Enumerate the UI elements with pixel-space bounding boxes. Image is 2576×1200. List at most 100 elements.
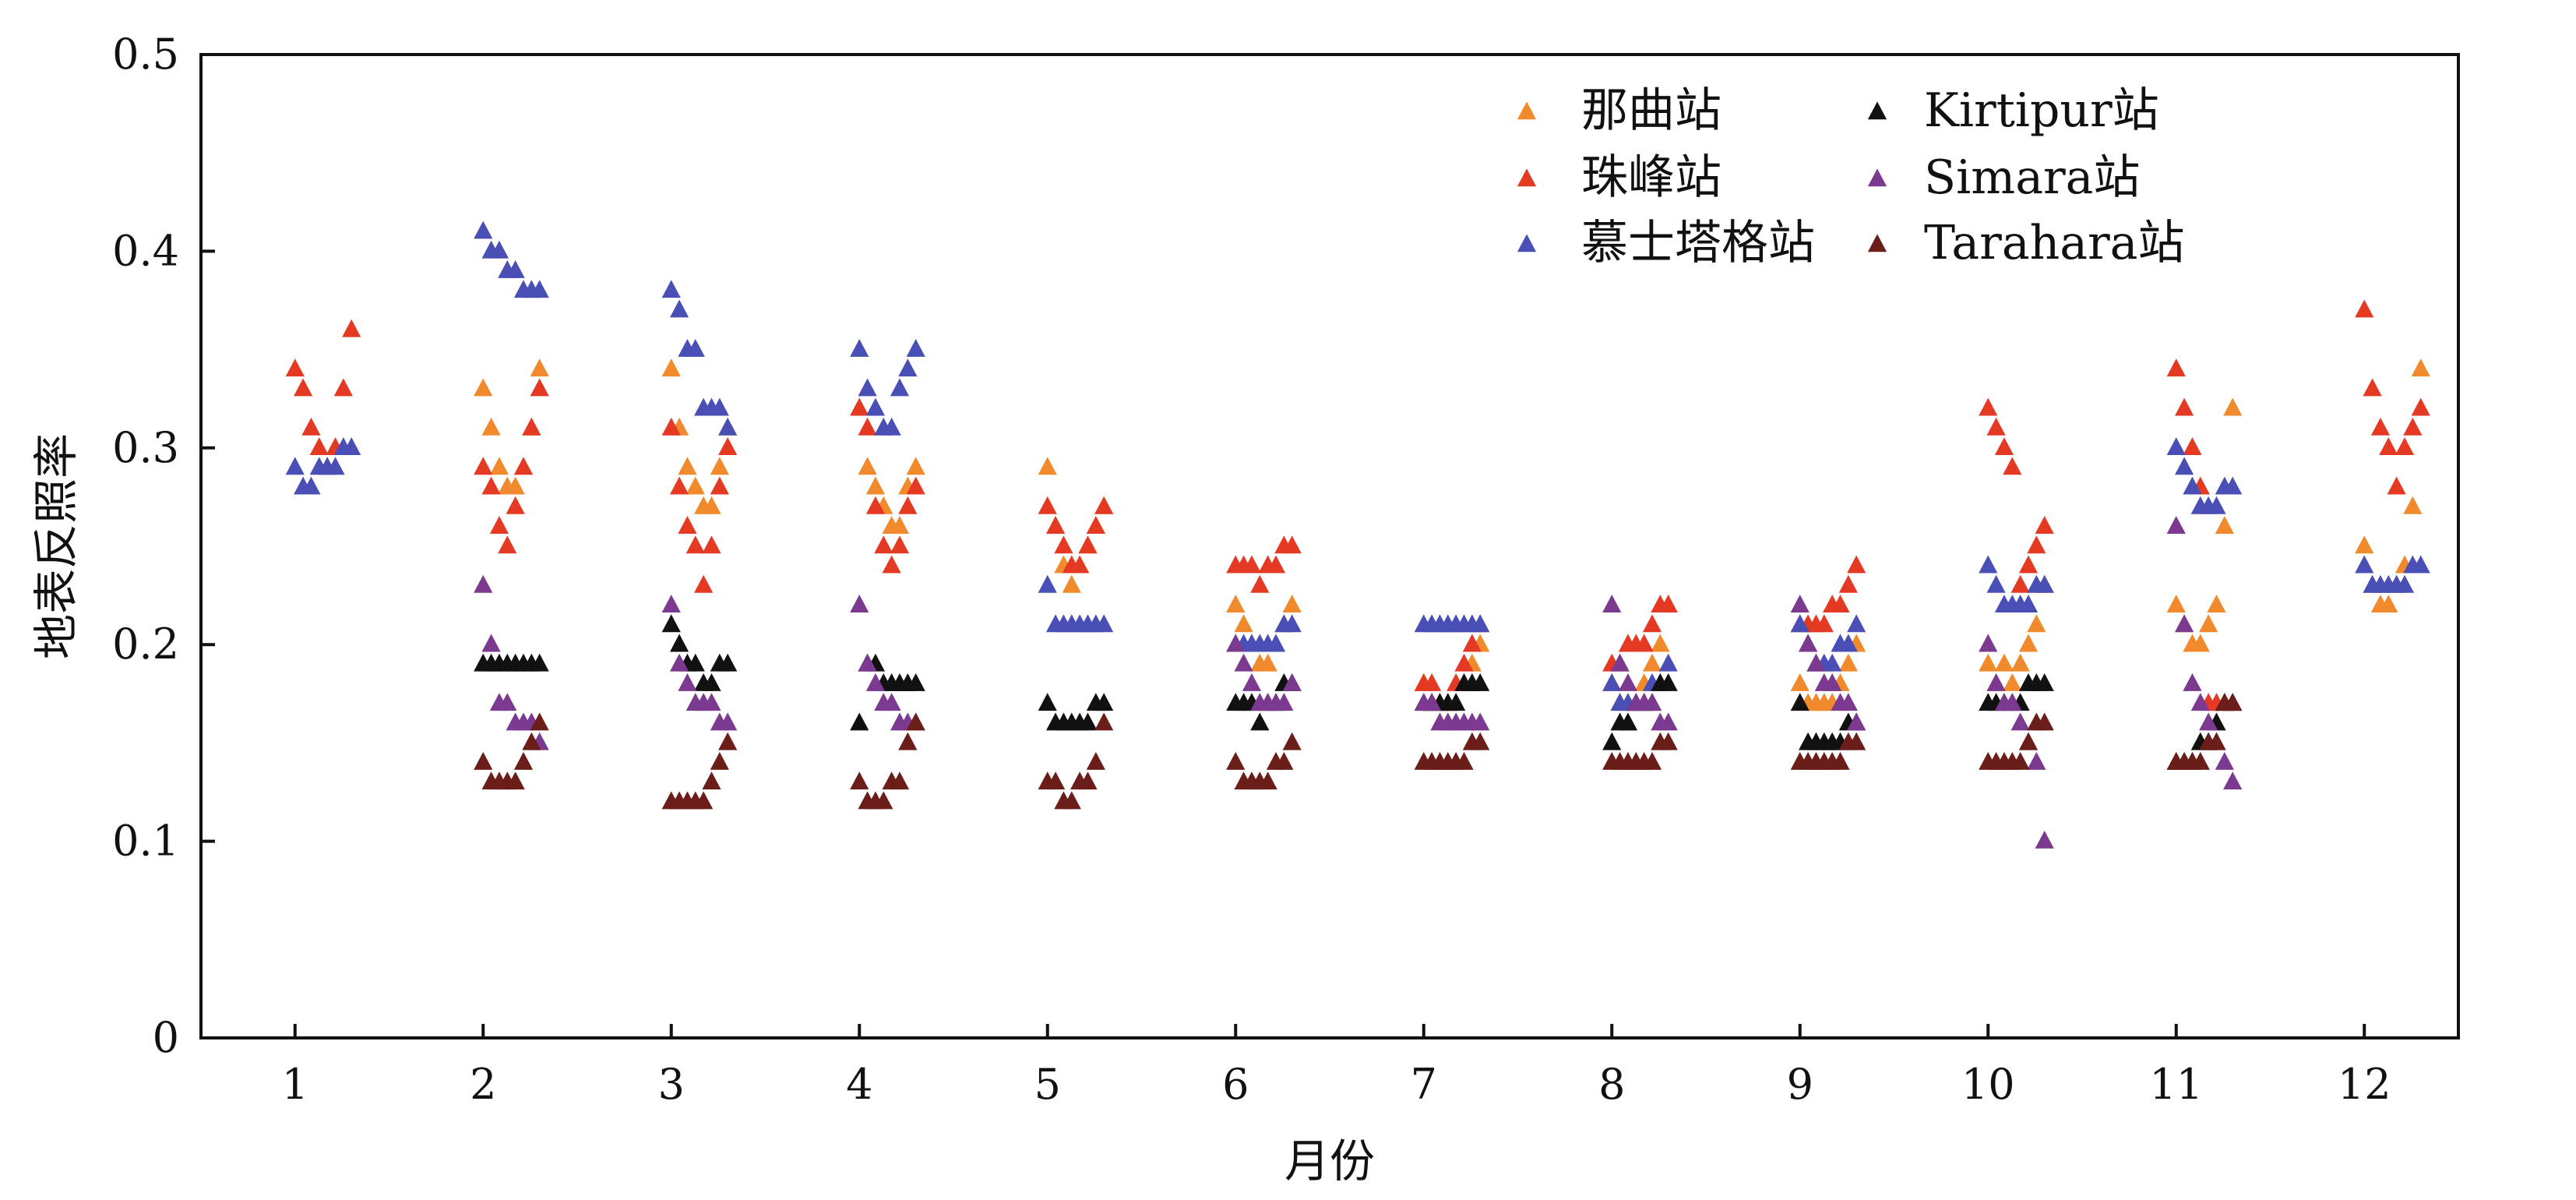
data-point — [1658, 732, 1678, 750]
data-point — [294, 378, 313, 397]
data-point — [2027, 752, 2046, 770]
y-tick-label: 0.3 — [112, 423, 179, 472]
data-point — [890, 378, 910, 397]
y-tick-label: 0.2 — [112, 619, 179, 669]
series-1 — [474, 358, 2430, 731]
x-axis: 1 2 3 4 5 6 7 8 9 10 11 12 — [282, 1024, 2391, 1109]
x-tick-label: 7 — [1411, 1060, 1437, 1109]
data-point — [898, 732, 918, 750]
data-point — [670, 299, 689, 318]
data-point — [530, 712, 549, 731]
data-point — [530, 358, 549, 377]
data-point — [2355, 555, 2374, 574]
data-point — [1986, 417, 2006, 436]
data-point — [506, 496, 525, 514]
data-point — [2379, 595, 2398, 612]
data-point — [1642, 614, 1662, 633]
data-point — [481, 634, 501, 652]
data-point — [1602, 595, 1622, 612]
legend-marker — [1517, 101, 1537, 120]
data-point — [890, 535, 910, 554]
data-point — [1790, 693, 1810, 711]
data-point — [2411, 397, 2430, 416]
data-point — [1266, 634, 1286, 652]
x-tick-label: 6 — [1222, 1060, 1249, 1109]
data-point — [1658, 712, 1678, 731]
data-point — [685, 653, 705, 672]
data-point — [474, 457, 493, 475]
data-point — [1250, 574, 1270, 593]
data-point — [2395, 574, 2415, 593]
data-point — [2395, 437, 2415, 456]
data-point — [661, 358, 681, 377]
data-point — [718, 417, 738, 436]
data-point — [2190, 634, 2210, 652]
data-point — [1038, 574, 1057, 593]
data-point — [1610, 653, 1630, 672]
data-point — [702, 771, 721, 790]
data-point — [1454, 653, 1474, 672]
legend-marker — [1517, 234, 1537, 252]
data-point — [850, 771, 869, 790]
legend-item: Simara站 — [1867, 150, 2140, 205]
data-point — [1658, 653, 1678, 672]
data-point — [2003, 457, 2022, 475]
data-point — [506, 260, 525, 278]
data-point — [506, 771, 525, 790]
data-point — [1242, 673, 1262, 691]
data-point — [1979, 634, 1998, 652]
data-point — [694, 574, 714, 593]
data-point — [1038, 496, 1057, 514]
data-point — [1823, 653, 1842, 672]
data-point — [906, 673, 925, 691]
data-point — [1266, 555, 1286, 574]
data-point — [2035, 673, 2054, 691]
data-point — [530, 280, 549, 298]
data-point — [1462, 634, 1482, 652]
data-point — [670, 634, 689, 652]
data-point — [2018, 555, 2039, 574]
data-point — [858, 653, 877, 672]
data-point — [285, 457, 305, 475]
data-point — [1078, 771, 1098, 790]
data-point — [865, 476, 886, 495]
data-point — [1790, 595, 1810, 612]
data-point — [1062, 574, 1081, 593]
data-point — [2010, 574, 2030, 593]
data-point — [1078, 535, 1098, 554]
data-point — [1447, 693, 1466, 711]
data-point — [1234, 614, 1253, 633]
data-point — [710, 752, 729, 770]
data-point — [1242, 555, 1262, 574]
data-point — [1094, 693, 1114, 711]
data-point — [2183, 673, 2202, 691]
data-point — [2035, 830, 2054, 849]
data-point — [2370, 417, 2391, 436]
y-tick-label: 0 — [153, 1013, 179, 1062]
data-point — [1226, 752, 1246, 770]
data-point — [1814, 614, 1834, 633]
data-point — [2175, 397, 2194, 416]
data-point — [1651, 634, 1670, 652]
data-point — [2199, 614, 2218, 633]
data-point — [513, 752, 534, 770]
data-point — [1979, 555, 1998, 574]
legend-label: 慕士塔格站 — [1581, 216, 1815, 270]
data-point — [850, 397, 869, 416]
data-point — [2207, 732, 2226, 750]
data-point — [1086, 752, 1105, 770]
data-point — [2027, 614, 2046, 633]
data-point — [498, 693, 517, 711]
data-point — [1642, 752, 1662, 770]
data-point — [2379, 437, 2398, 456]
data-point — [1602, 673, 1622, 691]
data-point — [702, 535, 721, 554]
data-points — [285, 221, 2430, 849]
data-point — [850, 712, 869, 731]
data-point — [530, 378, 549, 397]
data-point — [1618, 673, 1638, 691]
x-tick-label: 1 — [282, 1060, 308, 1109]
data-point — [1471, 712, 1490, 731]
data-point — [1258, 653, 1277, 672]
data-point — [2387, 476, 2406, 495]
